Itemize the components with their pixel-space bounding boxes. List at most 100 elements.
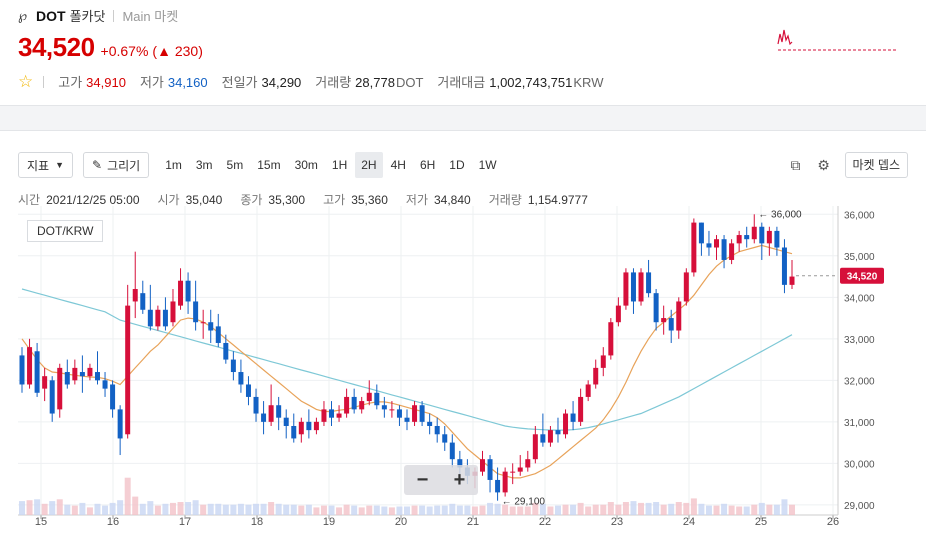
candle-body <box>155 309 161 327</box>
volume-bar <box>162 503 169 515</box>
volume-bar <box>192 500 199 515</box>
candle-body <box>766 230 772 244</box>
candle-body <box>495 479 501 493</box>
candle-body <box>283 417 289 426</box>
candle-body <box>381 405 387 410</box>
candle-body <box>442 434 448 443</box>
zoom-out-button[interactable]: − <box>416 469 429 491</box>
volume-bar <box>736 506 743 515</box>
interval-1m[interactable]: 1m <box>165 158 182 172</box>
volume-bar <box>698 503 705 515</box>
volume-bar <box>509 506 516 515</box>
info-close-value: 35,300 <box>268 193 306 207</box>
indicator-button[interactable]: 지표 ▼ <box>18 152 74 178</box>
interval-6h[interactable]: 6H <box>419 158 436 172</box>
interval-5m[interactable]: 5m <box>226 158 244 172</box>
volume-bar <box>758 502 765 515</box>
candle-body <box>774 230 780 248</box>
candle-body <box>623 272 629 306</box>
draw-button[interactable]: ✎ 그리기 <box>83 152 150 178</box>
volume-bar <box>645 502 652 515</box>
info-low: 저가 34,840 <box>406 191 471 208</box>
interval-2h[interactable]: 2H <box>355 152 383 178</box>
volume-bar <box>343 504 350 515</box>
volume-bar <box>268 502 275 515</box>
divider <box>113 9 115 22</box>
interval-15m[interactable]: 15m <box>257 158 281 172</box>
candle-body <box>298 421 304 435</box>
volume-bar <box>456 505 463 515</box>
popout-icon[interactable]: ⧉ <box>790 156 801 173</box>
info-volume: 거래량 1,154.9777 <box>489 191 588 208</box>
candle-body <box>578 396 584 422</box>
interval-1d[interactable]: 1D <box>449 158 465 172</box>
interval-3m[interactable]: 3m <box>195 158 213 172</box>
volume-bar <box>721 503 728 515</box>
chart-toolbar: 지표 ▼ ✎ 그리기 1m 3m 5m 15m 30m 1H 2H 4H 6H 1D 1W ⧉ ⚙ … <box>18 151 908 179</box>
volume-bar <box>245 504 252 515</box>
volume-bar <box>487 502 494 515</box>
stat-volume-label: 거래량 <box>315 75 352 90</box>
volume-bar <box>275 503 282 515</box>
x-tick-label: 15 <box>35 516 47 528</box>
candle-body <box>653 293 659 323</box>
volume-bar <box>577 502 584 515</box>
candle-body <box>344 396 350 414</box>
candle-body <box>547 430 553 443</box>
volume-bar <box>222 504 229 515</box>
polkadot-icon: ℘ <box>18 7 28 23</box>
candle-info: 시간 2021/12/25 05:00 시가 35,040 종가 35,300 고가 3… <box>18 191 606 208</box>
candle-body <box>729 243 735 260</box>
volume-bar <box>305 504 312 515</box>
current-price-badge <box>840 267 884 284</box>
volume-bar <box>283 504 290 515</box>
volume-bar <box>585 506 592 515</box>
volume-bar <box>373 505 380 515</box>
volume-bar <box>683 502 690 515</box>
stat-prev-label: 전일가 <box>221 75 258 90</box>
candle-body <box>646 272 652 294</box>
volume-bar <box>449 503 456 515</box>
interval-1h[interactable]: 1H <box>331 158 348 172</box>
candle-body <box>42 376 48 389</box>
x-tick-label: 16 <box>107 516 119 528</box>
candle-body <box>313 421 319 431</box>
volume-bar <box>653 502 660 515</box>
price-chart[interactable]: 29,000 30,000 31,000 32,000 33,000 34,000 35,0… <box>0 206 926 536</box>
interval-30m[interactable]: 30m <box>294 158 318 172</box>
candle-body <box>555 430 561 435</box>
interval-4h[interactable]: 4H <box>390 158 406 172</box>
volume-bar <box>479 505 486 515</box>
favorite-star-icon[interactable]: ☆ <box>18 71 34 91</box>
candle-body <box>336 413 342 418</box>
volume-bar <box>396 506 403 515</box>
volume-bar <box>290 504 297 515</box>
x-tick-label: 25 <box>755 516 767 528</box>
candle-body <box>517 467 523 472</box>
candle-body <box>64 372 70 385</box>
candle-body <box>366 392 372 402</box>
info-open-value: 35,040 <box>185 193 223 207</box>
volume-bar <box>494 503 501 515</box>
coin-name: 폴카닷 <box>69 9 106 24</box>
candle-body <box>683 272 689 302</box>
volume-bar <box>751 504 758 515</box>
candle-body <box>215 326 221 343</box>
volume-bar <box>313 507 320 515</box>
settings-gear-icon[interactable]: ⚙ <box>817 156 830 173</box>
interval-1w[interactable]: 1W <box>478 158 497 172</box>
candle-body <box>94 372 100 381</box>
candle-body <box>638 272 644 302</box>
volume-bar <box>570 504 577 515</box>
zoom-in-button[interactable]: + <box>453 469 466 491</box>
info-time-value: 2021/12/25 05:00 <box>46 193 140 207</box>
info-low-label: 저가 <box>405 193 428 207</box>
volume-bar <box>743 506 750 515</box>
chart-panel: 지표 ▼ ✎ 그리기 1m 3m 5m 15m 30m 1H 2H 4H 6H 1D 1W ⧉ ⚙ … <box>0 130 926 536</box>
volume-bar <box>215 503 222 515</box>
volume-bar <box>668 503 675 515</box>
market-depth-button[interactable]: 마켓 뎁스 <box>844 152 908 178</box>
info-high-label: 고가 <box>323 193 346 207</box>
stat-high: 고가 34,910 <box>58 72 126 91</box>
candle-body <box>615 305 621 323</box>
